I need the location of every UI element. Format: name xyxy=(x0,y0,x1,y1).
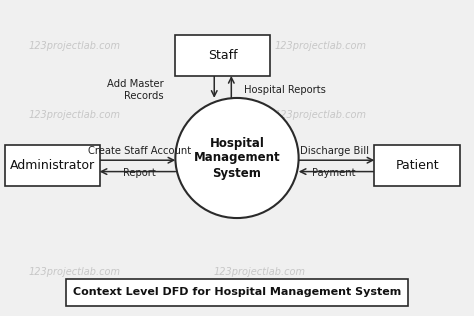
Text: Payment: Payment xyxy=(312,168,356,178)
Text: Context Level DFD for Hospital Management System: Context Level DFD for Hospital Managemen… xyxy=(73,287,401,297)
Text: 123projectlab.com: 123projectlab.com xyxy=(213,267,305,277)
Bar xyxy=(66,279,408,306)
Text: 123projectlab.com: 123projectlab.com xyxy=(275,41,367,51)
Text: 123projectlab.com: 123projectlab.com xyxy=(28,41,120,51)
Text: Discharge Bill: Discharge Bill xyxy=(300,146,369,156)
Text: Create Staff Account: Create Staff Account xyxy=(88,146,191,156)
Bar xyxy=(374,145,460,186)
Text: Patient: Patient xyxy=(395,159,439,173)
Text: Add Master
Records: Add Master Records xyxy=(107,79,164,101)
Text: Administrator: Administrator xyxy=(9,159,95,173)
Text: Hospital Reports: Hospital Reports xyxy=(244,85,326,95)
Text: 123projectlab.com: 123projectlab.com xyxy=(28,267,120,277)
Bar xyxy=(175,35,270,76)
Text: 123projectlab.com: 123projectlab.com xyxy=(275,110,367,120)
Text: 123projectlab.com: 123projectlab.com xyxy=(28,110,120,120)
Bar xyxy=(5,145,100,186)
Text: Report: Report xyxy=(123,168,156,178)
Text: Staff: Staff xyxy=(208,49,237,62)
Ellipse shape xyxy=(175,98,299,218)
Text: Hospital
Management
System: Hospital Management System xyxy=(194,137,280,179)
